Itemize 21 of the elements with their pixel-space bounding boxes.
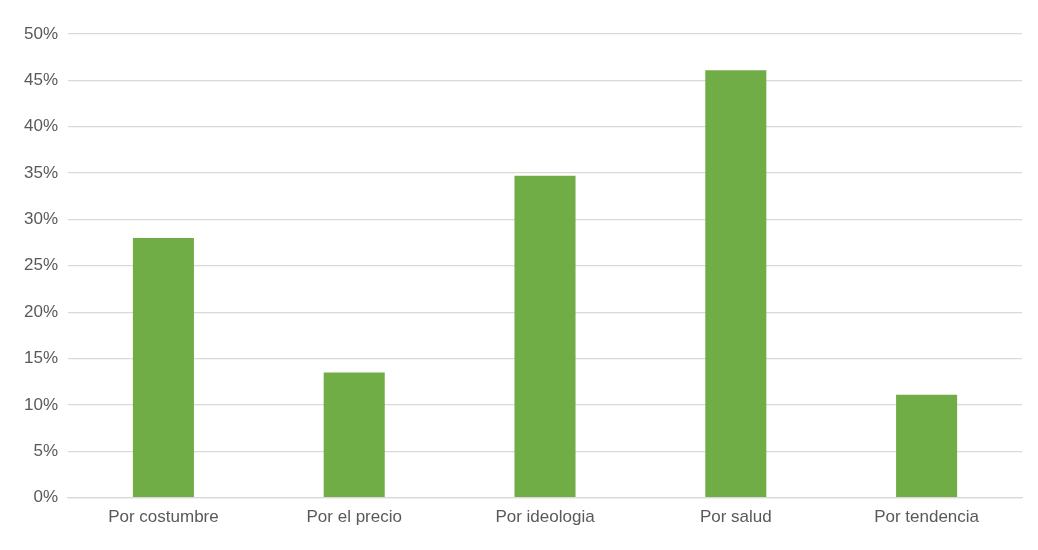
x-tick-label: Por costumbre bbox=[108, 507, 219, 527]
y-tick-label: 15% bbox=[23, 348, 59, 368]
y-tick-label: 10% bbox=[23, 394, 59, 414]
y-tick-label: 25% bbox=[23, 255, 59, 275]
x-tick-label: Por ideologia bbox=[495, 507, 596, 527]
y-tick-label: 40% bbox=[23, 116, 59, 136]
bar bbox=[323, 372, 385, 497]
x-tick-label: Por tendencia bbox=[874, 507, 980, 527]
y-tick-label: 50% bbox=[23, 23, 59, 43]
y-tick-label: 30% bbox=[23, 209, 59, 229]
y-tick-label: 0% bbox=[33, 487, 59, 507]
bar bbox=[705, 70, 767, 497]
bar bbox=[896, 394, 958, 497]
bar bbox=[132, 237, 194, 497]
x-tick-label: Por salud bbox=[699, 507, 772, 527]
y-tick-label: 20% bbox=[23, 301, 59, 321]
y-tick-label: 5% bbox=[33, 440, 59, 460]
y-tick-label: 45% bbox=[23, 70, 59, 90]
x-tick-label: Por el precio bbox=[306, 507, 402, 527]
y-tick-label: 35% bbox=[23, 162, 59, 182]
bar bbox=[514, 175, 576, 497]
